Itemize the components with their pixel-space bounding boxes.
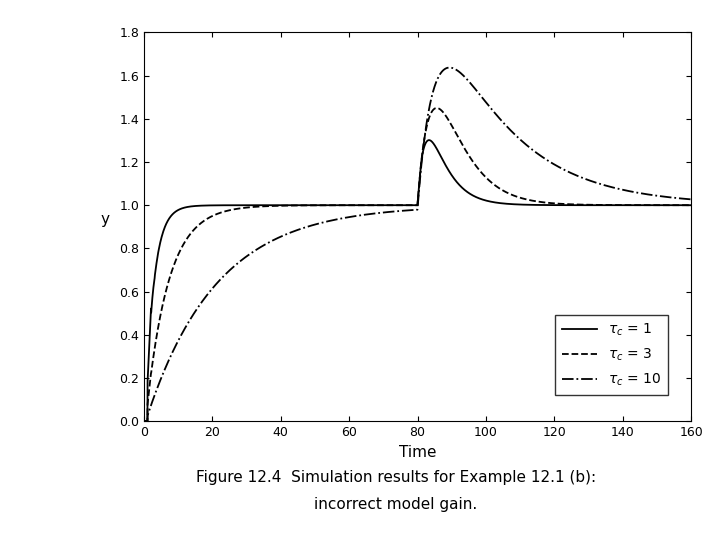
$\tau_c$ = 10 (572, 172, 581, 179)
$\tau_c$ = 3 (140, 418, 148, 424)
$\tau_c$ = 3 (508, 192, 516, 198)
$\tau_c$ = 3 (485, 178, 494, 184)
Y-axis label: y: y (101, 212, 109, 227)
X-axis label: Time: Time (399, 444, 436, 460)
Legend: $\tau_c$ = 1, $\tau_c$ = 3, $\tau_c$ = 10: $\tau_c$ = 1, $\tau_c$ = 3, $\tau_c$ = 1… (555, 315, 668, 395)
$\tau_c$ = 1 (565, 202, 574, 208)
$\tau_c$ = 10 (318, 220, 326, 226)
$\tau_c$ = 10 (140, 418, 148, 424)
Text: incorrect model gain.: incorrect model gain. (315, 497, 477, 512)
$\tau_c$ = 10 (687, 196, 696, 202)
$\tau_c$ = 3 (433, 105, 441, 111)
Text: Chapter 12: Chapter 12 (23, 182, 42, 304)
Line: $\tau_c$ = 3: $\tau_c$ = 3 (144, 108, 691, 421)
$\tau_c$ = 1 (341, 202, 350, 208)
$\tau_c$ = 10 (565, 169, 574, 176)
$\tau_c$ = 3 (341, 202, 350, 208)
$\tau_c$ = 10 (508, 128, 516, 134)
Text: Figure 12.4  Simulation results for Example 12.1 (b):: Figure 12.4 Simulation results for Examp… (196, 470, 596, 485)
$\tau_c$ = 1 (140, 418, 148, 424)
$\tau_c$ = 10 (341, 214, 350, 221)
$\tau_c$ = 3 (565, 201, 574, 207)
$\tau_c$ = 3 (572, 201, 581, 208)
Line: $\tau_c$ = 10: $\tau_c$ = 10 (144, 68, 691, 421)
$\tau_c$ = 1 (572, 202, 581, 208)
$\tau_c$ = 10 (445, 64, 454, 71)
$\tau_c$ = 3 (687, 202, 696, 208)
$\tau_c$ = 1 (485, 198, 494, 205)
$\tau_c$ = 3 (318, 202, 326, 208)
$\tau_c$ = 1 (687, 202, 696, 208)
$\tau_c$ = 10 (485, 104, 494, 110)
Line: $\tau_c$ = 1: $\tau_c$ = 1 (144, 140, 691, 421)
$\tau_c$ = 1 (318, 202, 326, 208)
$\tau_c$ = 1 (508, 201, 516, 207)
$\tau_c$ = 1 (425, 137, 433, 143)
